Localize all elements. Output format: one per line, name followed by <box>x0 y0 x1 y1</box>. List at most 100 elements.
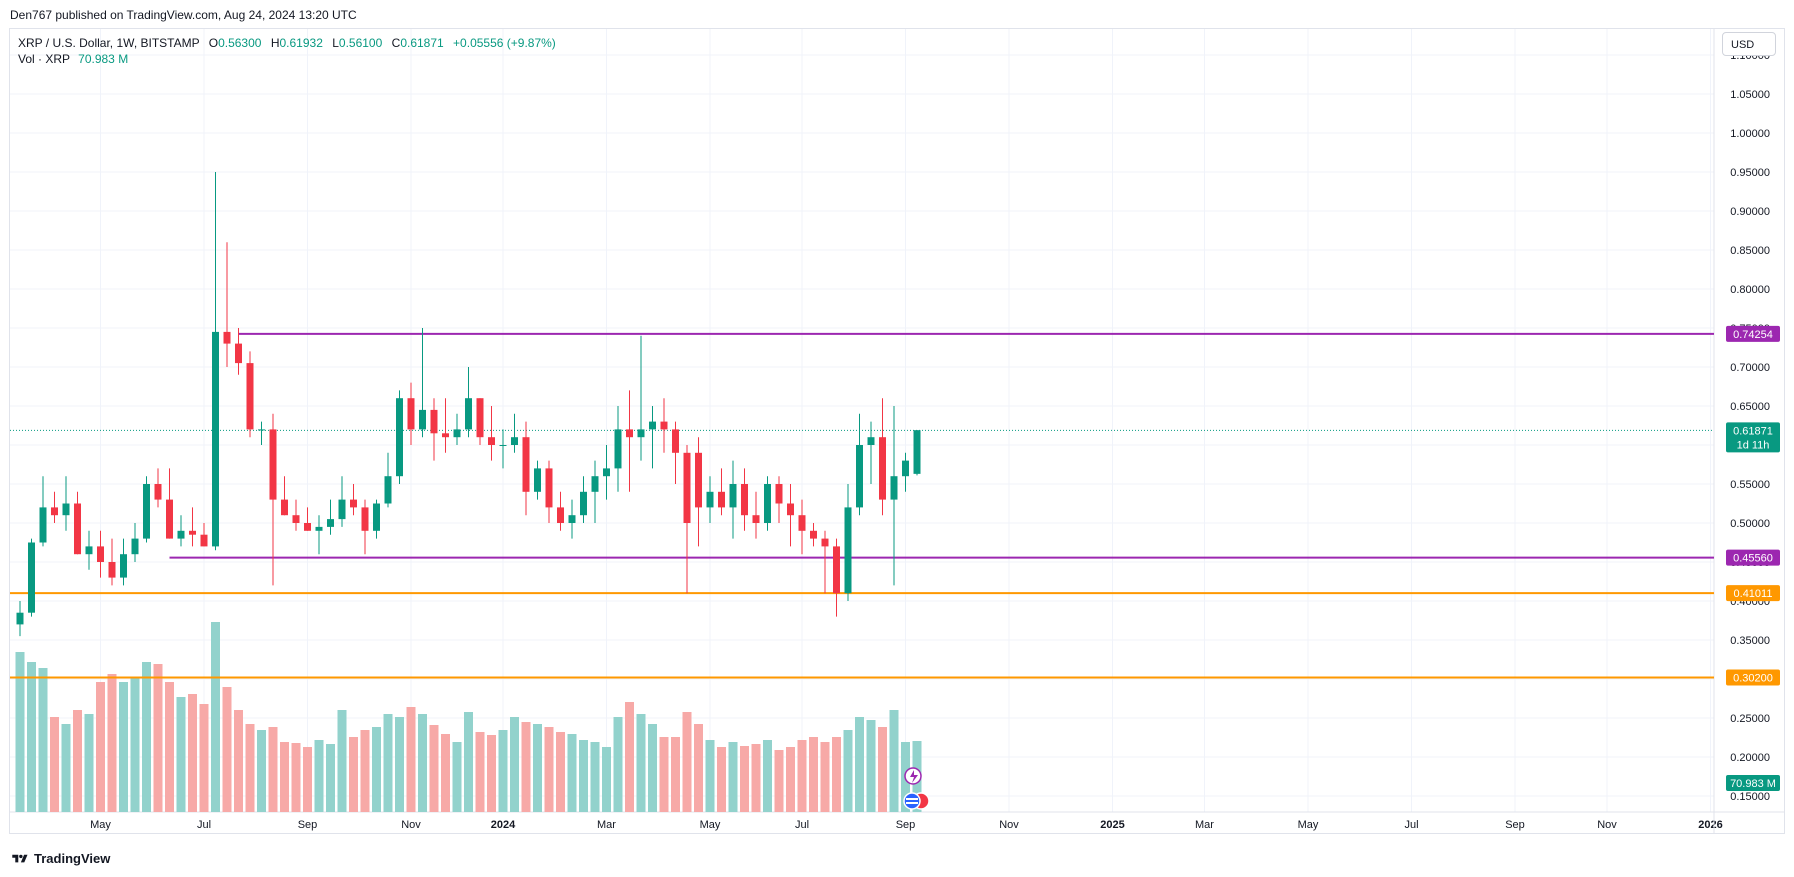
volume-bar <box>326 744 335 812</box>
candle-body <box>292 515 300 523</box>
candle-body <box>350 499 357 508</box>
volume-bar <box>429 725 439 812</box>
volume-bar <box>487 735 496 812</box>
x-tick-label: Nov <box>401 819 421 831</box>
chart-frame <box>9 28 1785 834</box>
volume-label: Vol · XRP <box>18 52 70 66</box>
volume-bar <box>245 724 255 812</box>
ohlc-legend-row: XRP / U.S. Dollar, 1W, BITSTAMP O0.56300… <box>18 35 556 51</box>
y-tick-label: 0.70000 <box>1730 362 1770 374</box>
flag-stripe <box>906 798 918 800</box>
volume-series <box>15 622 922 812</box>
volume-bar <box>648 724 657 812</box>
support-1-axis-label-bg <box>1726 585 1780 602</box>
candle-body <box>246 363 254 430</box>
candle-body <box>361 507 369 531</box>
volume-bar <box>383 714 393 812</box>
candle-body <box>660 421 668 430</box>
volume-bar <box>199 704 209 812</box>
candle-body <box>626 429 633 438</box>
candle-body <box>120 554 127 578</box>
x-tick-label: 2026 <box>1698 819 1722 831</box>
y-tick-label: 0.20000 <box>1730 752 1770 764</box>
candle-series <box>16 172 921 637</box>
candle-body <box>442 433 449 438</box>
candle-body <box>683 452 691 523</box>
volume-bar <box>694 724 703 812</box>
candle-body <box>890 476 898 500</box>
volume-bar <box>464 712 473 812</box>
volume-bar <box>878 727 887 812</box>
volume-bar <box>406 707 416 812</box>
candle-body <box>108 562 116 578</box>
volume-bar <box>50 717 59 812</box>
volume-value: 70.983 M <box>78 52 129 66</box>
volume-bar <box>441 734 450 812</box>
candle-body <box>741 484 748 516</box>
candle-body <box>706 491 714 508</box>
volume-bar <box>188 694 197 812</box>
volume-bar <box>579 740 588 812</box>
volume-bar <box>567 734 577 812</box>
volume-bar <box>889 710 899 812</box>
candle-body <box>131 538 139 555</box>
volume-bar <box>797 740 807 812</box>
currency-button[interactable]: USD <box>1722 32 1776 56</box>
time-axis: May Jul Sep Nov 2024 Mar May Jul Sep Nov 2025 Mar Ma… <box>90 819 1723 831</box>
candle-body <box>62 503 70 516</box>
x-tick-label: May <box>1298 819 1319 831</box>
candle-body <box>28 542 35 613</box>
volume-bar <box>142 662 151 812</box>
y-tick-label: 0.65000 <box>1730 401 1770 413</box>
candle-body <box>39 507 47 543</box>
x-tick-label: May <box>700 819 721 831</box>
x-tick-label: Sep <box>896 819 916 831</box>
x-tick-label: Mar <box>597 819 616 831</box>
y-tick-label: 1.05000 <box>1730 89 1770 101</box>
y-tick-label: 0.15000 <box>1730 791 1770 803</box>
high-label: H <box>270 36 280 50</box>
y-tick-label: 1.00000 <box>1730 128 1770 140</box>
x-tick-label: 2024 <box>491 819 516 831</box>
volume-bar <box>107 674 117 812</box>
candle-body <box>189 530 196 535</box>
candle-body <box>327 519 334 527</box>
volume-bar <box>866 720 876 812</box>
candle-body <box>856 445 863 508</box>
tradingview-logo-icon <box>12 854 28 862</box>
volume-bar <box>257 730 266 812</box>
volume-bar <box>533 724 542 812</box>
resistance-axis-label-bg <box>1726 325 1780 342</box>
candle-body <box>718 491 725 508</box>
x-tick-label: 2025 <box>1100 819 1124 831</box>
volume-axis-label-bg <box>1726 775 1780 791</box>
volume-bar <box>360 730 370 812</box>
volume-bar <box>452 742 462 812</box>
volume-bar <box>544 727 554 812</box>
horizontal-levels <box>10 332 1714 679</box>
open-label: O <box>208 36 219 50</box>
candle-body <box>649 421 656 430</box>
volume-bar <box>165 682 174 812</box>
candle-body <box>810 530 817 539</box>
y-tick-label: 0.35000 <box>1730 635 1770 647</box>
volume-bar <box>498 730 508 812</box>
footer-brand: TradingView <box>34 851 111 866</box>
publisher-caption: Den767 published on TradingView.com, Aug… <box>10 8 357 22</box>
volume-bar <box>418 714 427 812</box>
volume-bar <box>602 747 611 812</box>
candle-body <box>338 499 346 520</box>
x-tick-label: Jul <box>197 819 211 831</box>
candle-body <box>166 499 173 539</box>
candle-body <box>488 437 495 445</box>
candle-body <box>177 530 185 539</box>
chart-legend: XRP / U.S. Dollar, 1W, BITSTAMP O0.56300… <box>18 35 556 67</box>
candle-body <box>902 460 909 477</box>
y-tick-label: 0.85000 <box>1730 245 1770 257</box>
candle-body <box>154 484 162 500</box>
x-tick-label: Jul <box>795 819 809 831</box>
volume-bar <box>268 727 278 812</box>
us-flag-event-icon-2 <box>903 792 921 810</box>
candle-body <box>212 331 219 547</box>
